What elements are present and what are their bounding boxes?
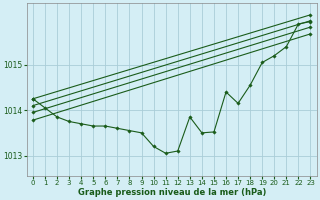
- X-axis label: Graphe pression niveau de la mer (hPa): Graphe pression niveau de la mer (hPa): [77, 188, 266, 197]
